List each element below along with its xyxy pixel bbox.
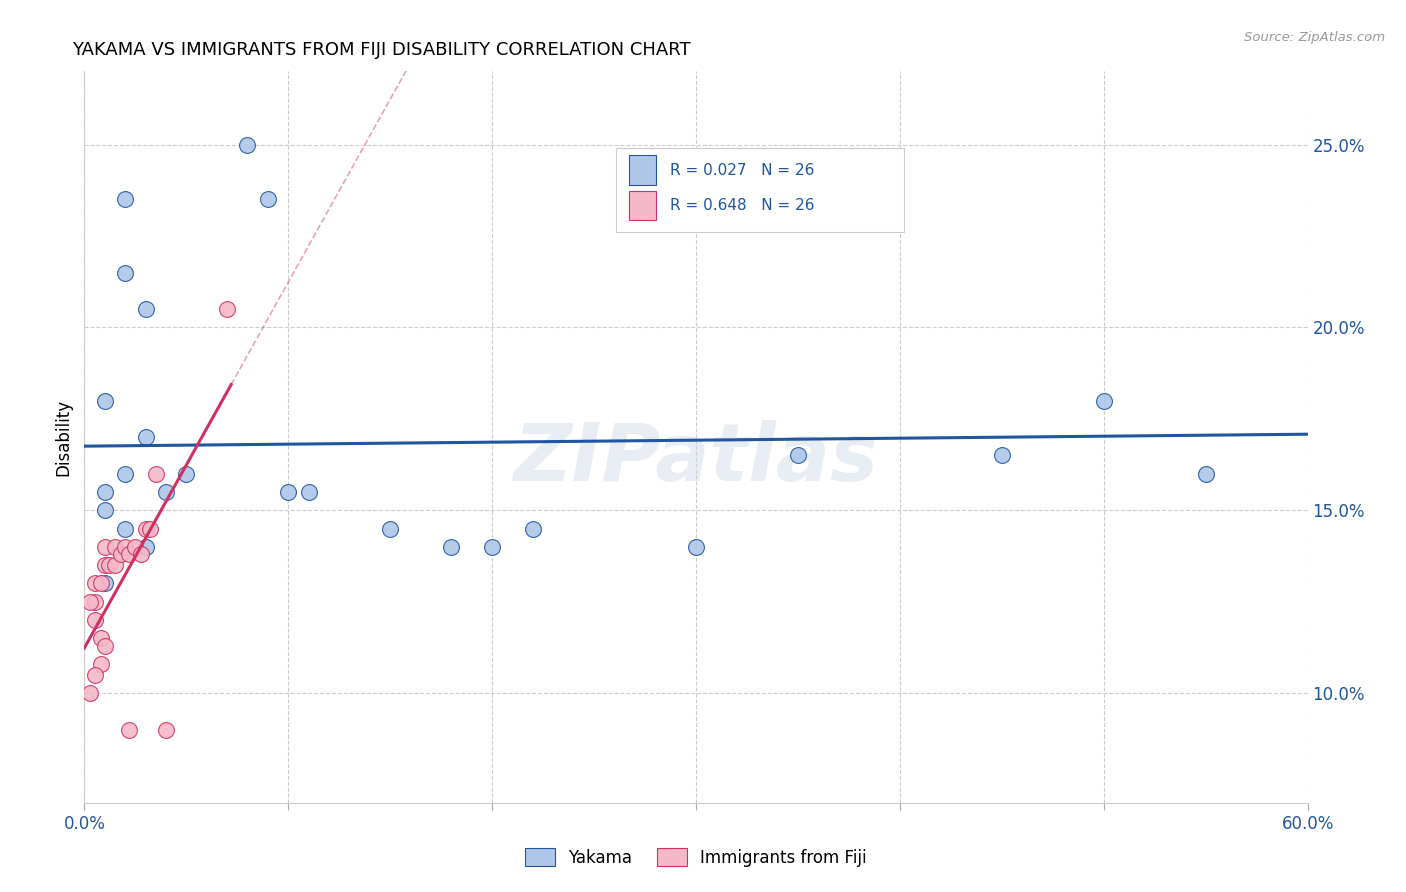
Legend: Yakama, Immigrants from Fiji: Yakama, Immigrants from Fiji xyxy=(516,840,876,875)
Point xyxy=(155,723,177,737)
Point xyxy=(97,558,120,573)
Point xyxy=(991,448,1014,462)
Point xyxy=(277,485,299,500)
Point xyxy=(93,576,115,591)
Point xyxy=(135,521,157,535)
Point xyxy=(145,467,167,481)
Point xyxy=(1195,467,1218,481)
Point xyxy=(93,485,115,500)
Point xyxy=(298,485,321,500)
Point xyxy=(481,540,503,554)
Point xyxy=(440,540,463,554)
Point xyxy=(380,521,402,535)
Point xyxy=(131,547,153,561)
Text: R = 0.027   N = 26: R = 0.027 N = 26 xyxy=(671,162,814,178)
Point xyxy=(135,430,157,444)
Text: Source: ZipAtlas.com: Source: ZipAtlas.com xyxy=(1244,31,1385,45)
Point xyxy=(93,540,115,554)
Point xyxy=(93,503,115,517)
Point xyxy=(83,576,105,591)
Bar xyxy=(628,191,655,219)
Point xyxy=(104,558,127,573)
Point xyxy=(118,547,141,561)
Point xyxy=(114,266,136,280)
Point xyxy=(118,723,141,737)
Point xyxy=(236,137,259,152)
Bar xyxy=(616,148,904,232)
Point xyxy=(110,547,132,561)
Point xyxy=(138,521,160,535)
Point xyxy=(93,393,115,408)
Point xyxy=(114,521,136,535)
Point xyxy=(114,540,136,554)
Point xyxy=(79,594,101,608)
Point xyxy=(155,485,177,500)
Point xyxy=(90,632,112,646)
Point xyxy=(93,639,115,653)
Point xyxy=(83,594,105,608)
Point xyxy=(114,193,136,207)
Bar xyxy=(628,155,655,185)
Y-axis label: Disability: Disability xyxy=(55,399,73,475)
Point xyxy=(90,657,112,671)
Point xyxy=(90,576,112,591)
Point xyxy=(217,301,239,317)
Point xyxy=(135,540,157,554)
Point xyxy=(93,558,115,573)
Point xyxy=(83,667,105,681)
Text: R = 0.648   N = 26: R = 0.648 N = 26 xyxy=(671,198,815,212)
Point xyxy=(135,301,157,317)
Text: YAKAMA VS IMMIGRANTS FROM FIJI DISABILITY CORRELATION CHART: YAKAMA VS IMMIGRANTS FROM FIJI DISABILIT… xyxy=(72,41,690,59)
Point xyxy=(174,467,197,481)
Point xyxy=(104,540,127,554)
Point xyxy=(79,686,101,700)
Point xyxy=(83,613,105,627)
Text: ZIPatlas: ZIPatlas xyxy=(513,420,879,498)
Point xyxy=(685,540,707,554)
Point xyxy=(114,467,136,481)
Point xyxy=(522,521,544,535)
Point xyxy=(1092,393,1115,408)
Point xyxy=(787,448,810,462)
Point xyxy=(257,193,280,207)
Point xyxy=(124,540,146,554)
